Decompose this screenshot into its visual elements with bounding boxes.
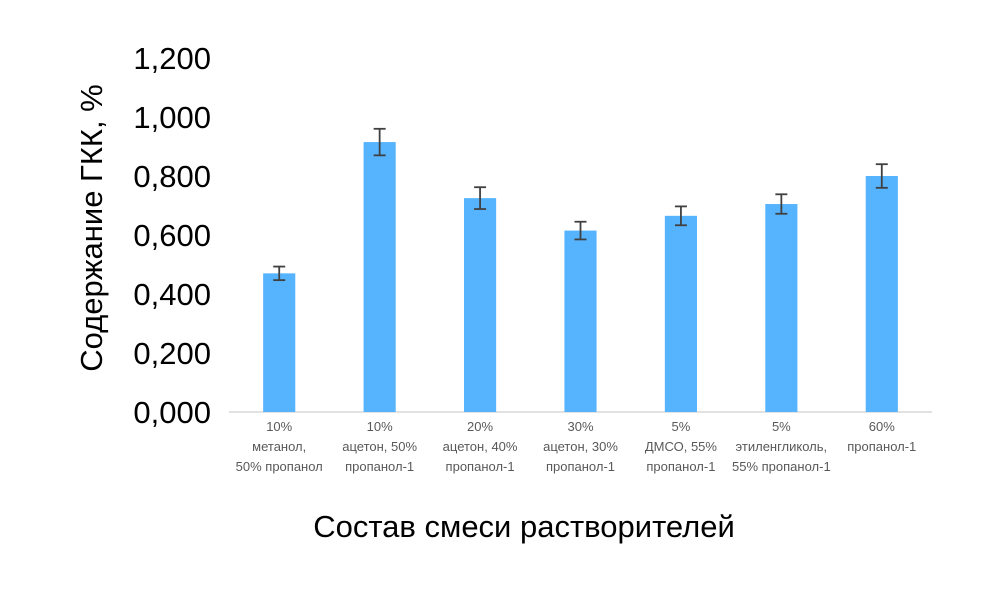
bar [363, 142, 396, 412]
bar [765, 204, 798, 412]
x-tick-label: 10% ацетон, 50% пропанол-1 [342, 419, 417, 474]
error-bar [474, 186, 487, 210]
y-tick-label: 0,800 [133, 159, 211, 194]
y-tick-label: 0,200 [133, 336, 211, 371]
error-bar [674, 205, 687, 227]
bar [664, 215, 697, 412]
x-tick-label: 5% ДМСО, 55% пропанол-1 [645, 419, 718, 474]
bar [564, 230, 597, 412]
error-bar [775, 193, 788, 215]
x-tick-label: 10% метанол, 50% пропанол [236, 419, 323, 474]
x-tick-label: 20% ацетон, 40% пропанол-1 [443, 419, 518, 474]
error-bar [574, 220, 587, 241]
bar [464, 198, 497, 412]
x-axis-ticks: 10% метанол, 50% пропанол 10% ацетон, 50% про… [236, 419, 917, 474]
error-bar [875, 163, 888, 189]
error-bar [373, 127, 386, 157]
bar [263, 273, 296, 412]
y-tick-label: 0,600 [133, 218, 211, 253]
x-tick-label: 30% ацетон, 30% пропанол-1 [543, 419, 618, 474]
y-axis-ticks: 0,000 0,200 0,400 0,600 0,800 1,000 1,200 [133, 41, 211, 430]
error-bar [273, 265, 286, 282]
y-tick-label: 1,000 [133, 100, 211, 135]
x-tick-label: 5% этиленгликоль, 55% пропанол-1 [732, 419, 831, 474]
y-tick-label: 0,400 [133, 277, 211, 312]
x-tick-label: 60% пропанол-1 [847, 419, 916, 454]
y-tick-label: 0,000 [133, 395, 211, 430]
error-bars [273, 127, 888, 282]
bars [263, 142, 898, 412]
y-tick-label: 1,200 [133, 41, 211, 76]
y-axis-title: Содержание ГКК, % [74, 84, 109, 371]
bar [865, 176, 898, 412]
x-axis-title: Состав смеси растворителей [313, 509, 735, 544]
